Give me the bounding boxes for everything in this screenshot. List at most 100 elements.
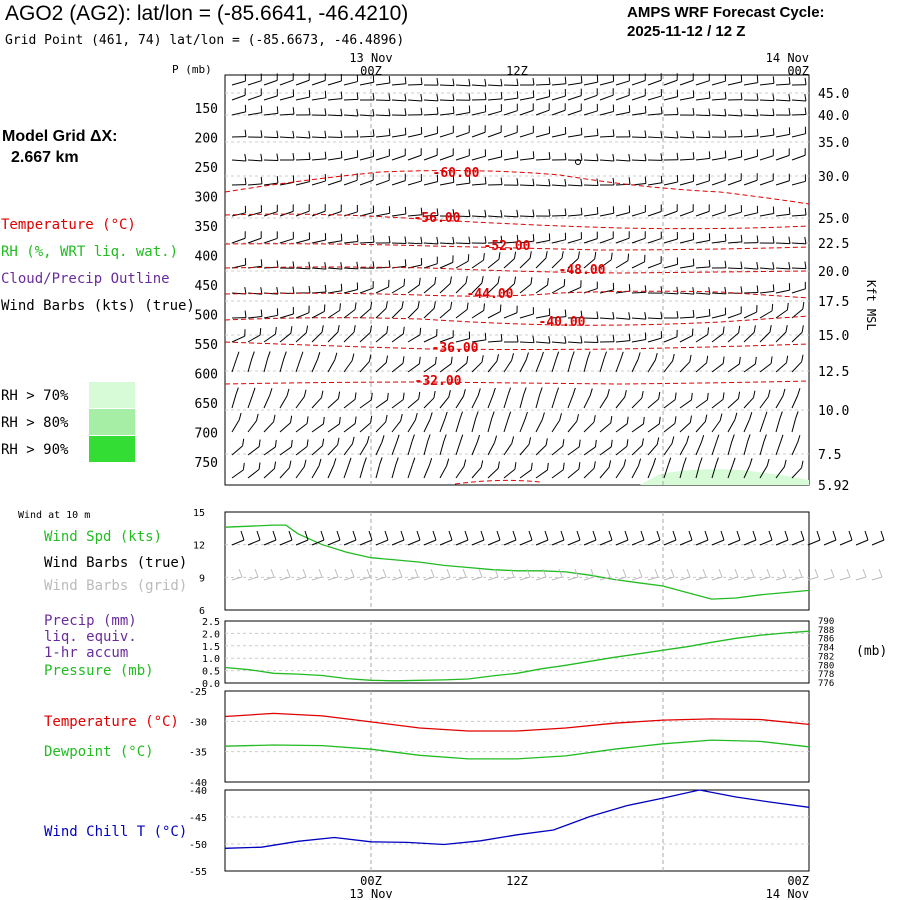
barb-shaft [535, 469, 548, 479]
wind-barb [679, 392, 693, 409]
barb-flag [370, 392, 373, 400]
surface-barb-grid [343, 568, 355, 581]
wind-barb [599, 153, 615, 162]
barb-shaft [791, 418, 797, 433]
barb-shaft [423, 308, 435, 319]
barb-shaft [295, 423, 308, 433]
barb-shaft [743, 311, 757, 319]
wind-barb [279, 439, 293, 456]
barb-shaft [423, 335, 437, 343]
barb-shaft [631, 576, 643, 581]
barb-flag [483, 303, 485, 311]
wind-barb [711, 130, 727, 138]
barb-flag [564, 152, 567, 160]
wind-barb [519, 437, 532, 456]
barb-shaft [775, 576, 787, 581]
chill-ytick: -40 [189, 786, 207, 797]
barb-shaft [343, 179, 358, 186]
wind-barb [471, 355, 484, 373]
wind-barb [503, 103, 518, 116]
barb-shaft [647, 317, 663, 320]
wind-barb [503, 305, 518, 319]
barb-flag [260, 153, 263, 161]
barb-flag [317, 352, 321, 360]
barb-flag [369, 325, 372, 333]
wind-barb [631, 73, 646, 86]
barb-flag [596, 206, 599, 215]
barb-flag [547, 278, 549, 286]
wind-barb [407, 207, 423, 217]
barb-shaft [295, 181, 310, 186]
wind-barb [599, 439, 613, 456]
barb-shaft [231, 111, 246, 116]
barb-flag [276, 106, 279, 114]
barb-shaft [407, 214, 422, 217]
barb-shaft [343, 360, 353, 373]
wind-barb [423, 93, 439, 102]
barb-shaft [487, 576, 499, 581]
pressure-tick: 700 [195, 427, 218, 442]
barb-flag [722, 326, 725, 334]
barb-flag [351, 436, 355, 444]
wind-barb [743, 434, 751, 456]
wind-barb [263, 73, 278, 86]
barb-shaft [551, 420, 561, 433]
barb-shaft [487, 468, 499, 479]
barb-shaft [487, 360, 498, 373]
wind-barb [375, 301, 388, 319]
barb-flag [354, 416, 357, 424]
wind-barb [631, 176, 647, 186]
barb-shaft [423, 283, 436, 294]
barb-flag [786, 355, 789, 363]
wind-barb [311, 151, 327, 161]
wind-barb [439, 255, 454, 269]
barb-shaft [519, 443, 530, 456]
barb-flag [292, 107, 295, 115]
height-tick: 7.5 [818, 448, 841, 463]
wind-barb [423, 328, 438, 343]
barb-flag [610, 415, 613, 424]
barb-shaft [263, 314, 278, 319]
wind-barb [791, 325, 804, 343]
barb-shaft [567, 446, 580, 456]
barb-shaft [631, 397, 643, 409]
barb-shaft [439, 283, 451, 294]
wind-barb [375, 235, 391, 244]
barb-flag [542, 568, 547, 578]
barb-shaft [599, 576, 611, 581]
wind-barb [519, 387, 527, 409]
barb-flag [797, 435, 801, 443]
barb-flag [402, 326, 405, 334]
barb-flag [356, 92, 359, 100]
barb-shaft [727, 81, 742, 86]
wind-barb [503, 462, 517, 479]
barb-flag [596, 178, 599, 186]
barb-flag [420, 93, 423, 102]
barb-flag [548, 178, 551, 186]
wind-barb [519, 411, 528, 433]
wind-barb [455, 125, 470, 138]
barb-flag [540, 351, 544, 360]
barb-flag [411, 457, 416, 465]
barb-flag [452, 209, 455, 217]
wind-barb [359, 325, 372, 343]
barb-shaft [247, 358, 253, 373]
wind-barb [455, 254, 470, 269]
wind-barb [519, 125, 534, 138]
wind-barb [519, 234, 535, 244]
barb-shaft [279, 446, 292, 456]
wind-barb [727, 412, 738, 433]
surface-barb-grid [599, 568, 611, 581]
surface-barb-true [775, 530, 789, 546]
barb-flag [578, 439, 581, 447]
barb-shaft [311, 97, 326, 101]
wind-barb [679, 328, 694, 343]
wind-barb [583, 178, 599, 186]
barb-flag [702, 568, 707, 578]
barb-shaft [647, 211, 662, 217]
barb-flag [496, 530, 501, 541]
barb-flag [555, 351, 560, 359]
wind-barb [503, 209, 519, 218]
barb-shaft [727, 156, 742, 161]
pressure-label: Pressure (mb) [44, 663, 154, 679]
